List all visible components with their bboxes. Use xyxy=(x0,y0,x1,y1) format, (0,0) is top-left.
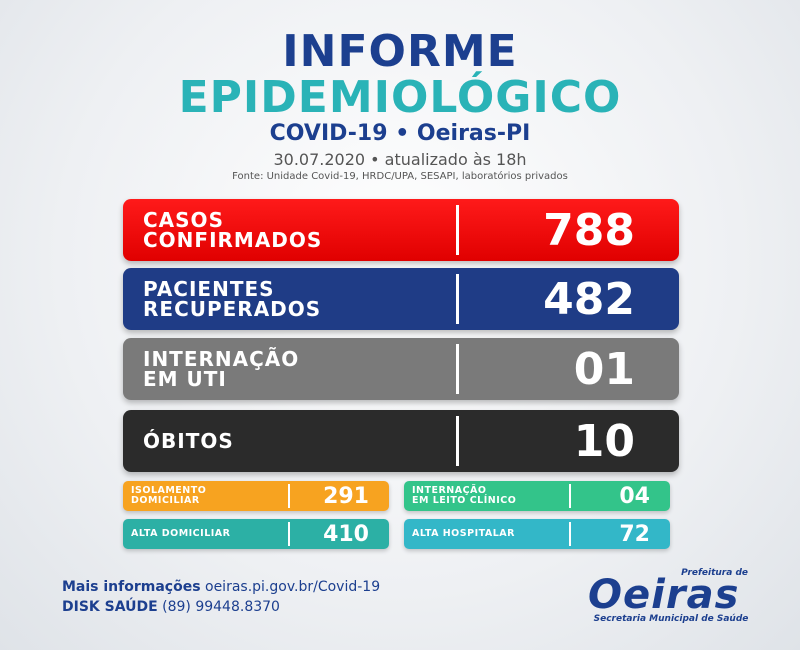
card-value: 10 xyxy=(573,415,635,467)
card-pacientes-recuperados: PACIENTES RECUPERADOS 482 xyxy=(123,268,679,330)
logo-secretaria: Secretaria Municipal de Saúde xyxy=(593,614,749,624)
disk-label: DISK SAÚDE xyxy=(62,599,158,615)
card-value: 01 xyxy=(573,343,635,395)
stat-internacao-leito-clinico: INTERNAÇÃO EM LEITO CLÍNICO 04 xyxy=(404,481,670,511)
logo-prefeitura: Prefeitura de xyxy=(681,568,748,578)
date-line: 30.07.2020 • atualizado às 18h xyxy=(273,150,527,169)
divider xyxy=(288,522,290,546)
stat-value: 72 xyxy=(619,521,650,547)
disk-phone: (89) 99448.8370 xyxy=(162,599,280,615)
stat-value: 291 xyxy=(323,483,369,509)
oeiras-logo: Prefeitura de Oeiras Secretaria Municipa… xyxy=(586,568,756,630)
card-casos-confirmados: CASOS CONFIRMADOS 788 xyxy=(123,199,679,261)
info-link[interactable]: oeiras.pi.gov.br/Covid-19 xyxy=(205,579,381,595)
footer-info: Mais informações oeiras.pi.gov.br/Covid-… xyxy=(62,579,380,595)
source-line: Fonte: Unidade Covid-19, HRDC/UPA, SESAP… xyxy=(232,171,568,182)
card-value: 482 xyxy=(543,273,635,325)
divider xyxy=(569,522,571,546)
card-label: CASOS CONFIRMADOS xyxy=(143,208,323,252)
divider xyxy=(456,274,459,324)
stat-alta-domiciliar: ALTA DOMICILIAR 410 xyxy=(123,519,389,549)
divider xyxy=(569,484,571,508)
divider xyxy=(288,484,290,508)
stat-label: INTERNAÇÃO EM LEITO CLÍNICO xyxy=(412,485,517,506)
divider xyxy=(456,344,459,394)
card-label: INTERNAÇÃO EM UTI xyxy=(143,347,300,391)
card-obitos: ÓBITOS 10 xyxy=(123,410,679,472)
divider xyxy=(456,205,459,255)
logo-name: Oeiras xyxy=(588,572,740,618)
stat-isolamento-domiciliar: ISOLAMENTO DOMICILIAR 291 xyxy=(123,481,389,511)
info-label: Mais informações xyxy=(62,579,201,595)
stat-value: 410 xyxy=(323,521,369,547)
card-label: ÓBITOS xyxy=(143,429,234,453)
stat-label: ALTA HOSPITALAR xyxy=(412,528,515,539)
card-value: 788 xyxy=(543,204,635,256)
stat-alta-hospitalar: ALTA HOSPITALAR 72 xyxy=(404,519,670,549)
title-informe: INFORME xyxy=(282,26,518,77)
subtitle: COVID-19 • Oeiras-PI xyxy=(269,121,531,146)
card-internacao-uti: INTERNAÇÃO EM UTI 01 xyxy=(123,338,679,400)
footer-disk: DISK SAÚDE (89) 99448.8370 xyxy=(62,599,280,615)
stat-label: ALTA DOMICILIAR xyxy=(131,528,231,539)
stat-label: ISOLAMENTO DOMICILIAR xyxy=(131,485,207,506)
title-epidemiologico: EPIDEMIOLÓGICO xyxy=(178,72,622,123)
divider xyxy=(456,416,459,466)
stat-value: 04 xyxy=(619,483,650,509)
card-label: PACIENTES RECUPERADOS xyxy=(143,277,322,321)
